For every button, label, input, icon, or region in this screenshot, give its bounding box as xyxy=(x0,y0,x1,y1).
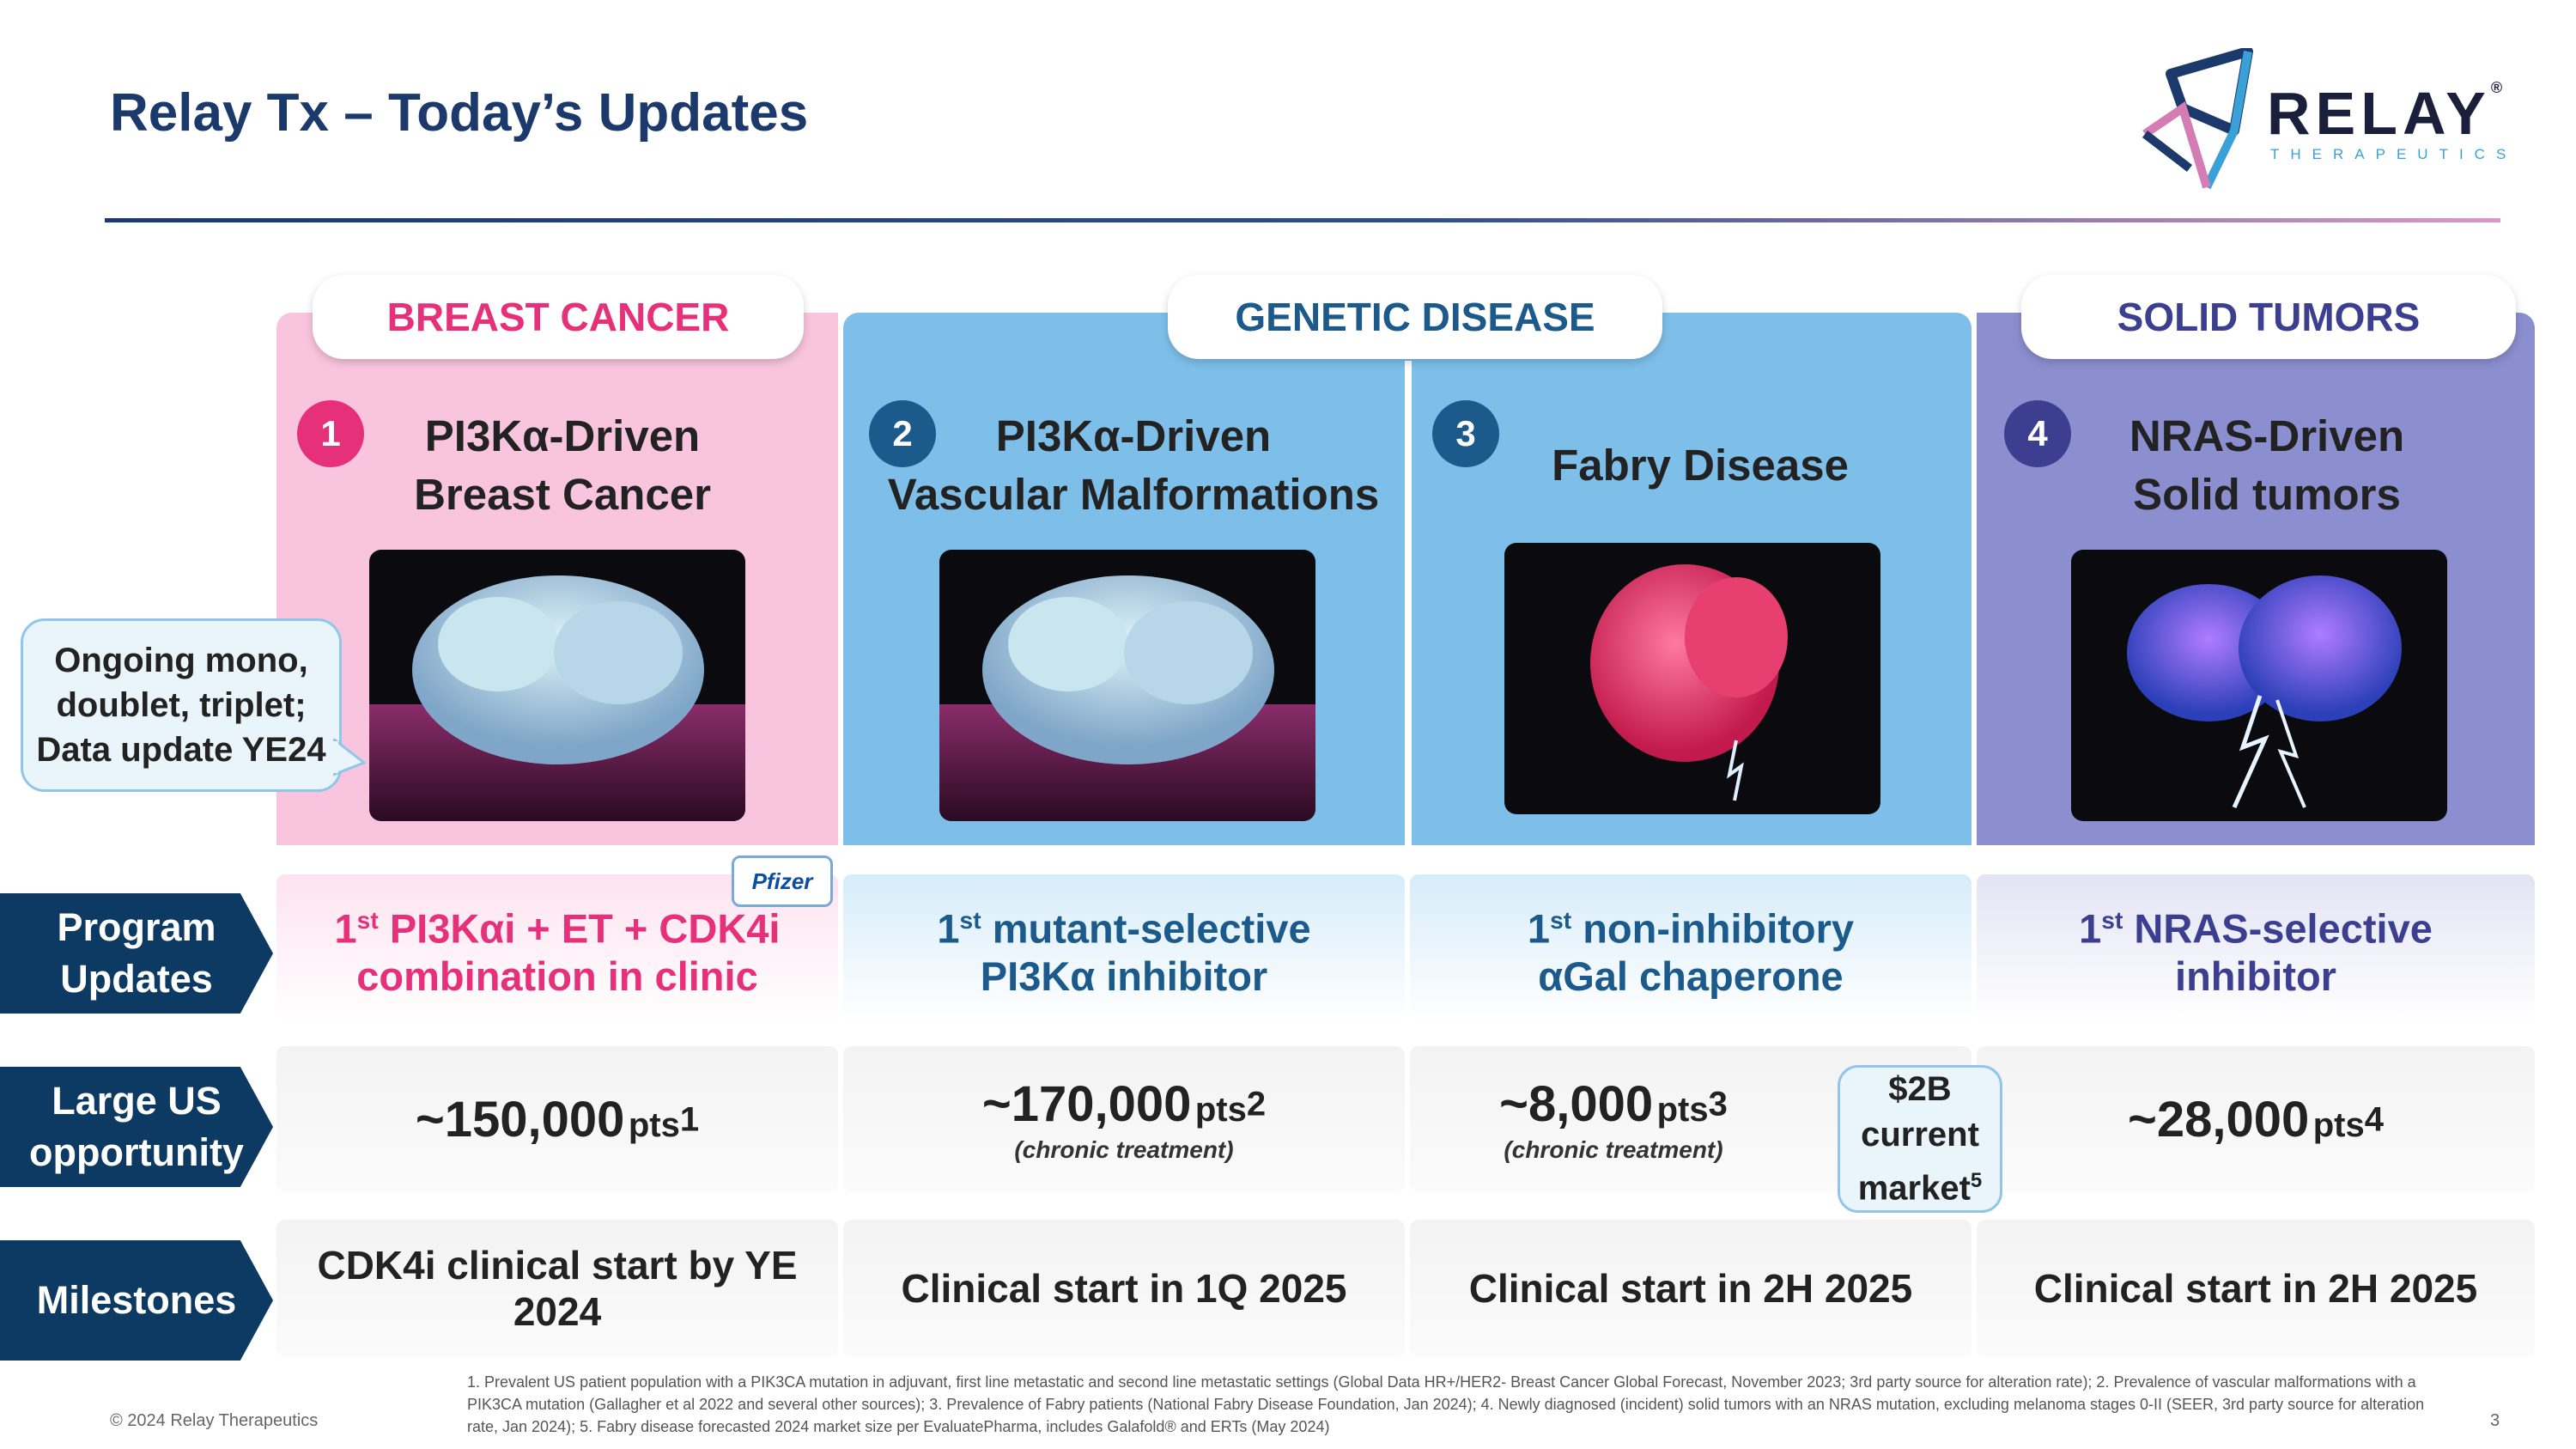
relay-logo-word: RELAY® xyxy=(2267,79,2508,147)
program-number-badge: 1 xyxy=(297,400,364,467)
program-heading: PI3Kα-Driven Vascular Malformations xyxy=(887,411,1380,519)
program-number-badge: 4 xyxy=(2004,400,2071,467)
program-update-cell: 1st NRAS-selective inhibitor xyxy=(1977,874,2535,1022)
page-title: Relay Tx – Today’s Updates xyxy=(110,83,809,143)
program-number-badge: 2 xyxy=(869,400,936,467)
program-number-badge: 3 xyxy=(1432,400,1499,467)
category-solid-tumors: SOLID TUMORS xyxy=(2021,275,2516,359)
agal-protein-image xyxy=(1504,543,1880,814)
program-heading: Fabry Disease xyxy=(1552,441,1849,490)
milestone-cell: CDK4i clinical start by YE 2024 xyxy=(276,1220,838,1357)
opportunity-cell: ~170,000 pts2 (chronic treatment) xyxy=(843,1046,1405,1192)
program-update-cell: 1st PI3Kαi + ET + CDK4i combination in c… xyxy=(276,874,838,1022)
opportunity-cell: ~28,000 pts4 xyxy=(1977,1046,2535,1192)
pfizer-logo: Pfizer xyxy=(732,855,833,907)
page-number: 3 xyxy=(2490,1411,2500,1430)
category-breast-cancer: BREAST CANCER xyxy=(313,275,804,359)
category-genetic-disease: GENETIC DISEASE xyxy=(1168,275,1662,359)
program-heading: NRAS-Driven Solid tumors xyxy=(2129,411,2405,519)
row-label-milestones: Milestones xyxy=(0,1240,273,1361)
pi3k-protein-image xyxy=(939,550,1315,821)
pi3k-protein-image xyxy=(369,550,745,821)
market-size-callout: $2B current market5 xyxy=(1838,1065,2002,1213)
row-label-opportunity: Large US opportunity xyxy=(0,1067,273,1187)
opportunity-cell: ~150,000 pts1 xyxy=(276,1046,838,1192)
program-update-cell: 1st non-inhibitory αGal chaperone xyxy=(1410,874,1971,1022)
callout-pointer xyxy=(333,739,368,776)
panel-divider xyxy=(1405,361,1412,847)
copyright: © 2024 Relay Therapeutics xyxy=(110,1411,319,1430)
program-update-cell: 1st mutant-selective PI3Kα inhibitor xyxy=(843,874,1405,1022)
ongoing-trials-callout: Ongoing mono, doublet, triplet; Data updat… xyxy=(21,618,342,792)
relay-logo-subtitle: THERAPEUTICS xyxy=(2270,146,2518,162)
milestone-cell: Clinical start in 2H 2025 xyxy=(1410,1220,1971,1357)
milestone-cell: Clinical start in 2H 2025 xyxy=(1977,1220,2535,1357)
footnotes: 1. Prevalent US patient population with … xyxy=(467,1373,2425,1435)
relay-logo-mark xyxy=(2138,46,2267,194)
milestone-cell: Clinical start in 1Q 2025 xyxy=(843,1220,1405,1357)
title-rule xyxy=(105,218,2500,222)
nras-protein-image xyxy=(2071,550,2447,821)
row-label-program-updates: Program Updates xyxy=(0,893,273,1014)
program-heading: PI3Kα-Driven Breast Cancer xyxy=(414,411,711,519)
